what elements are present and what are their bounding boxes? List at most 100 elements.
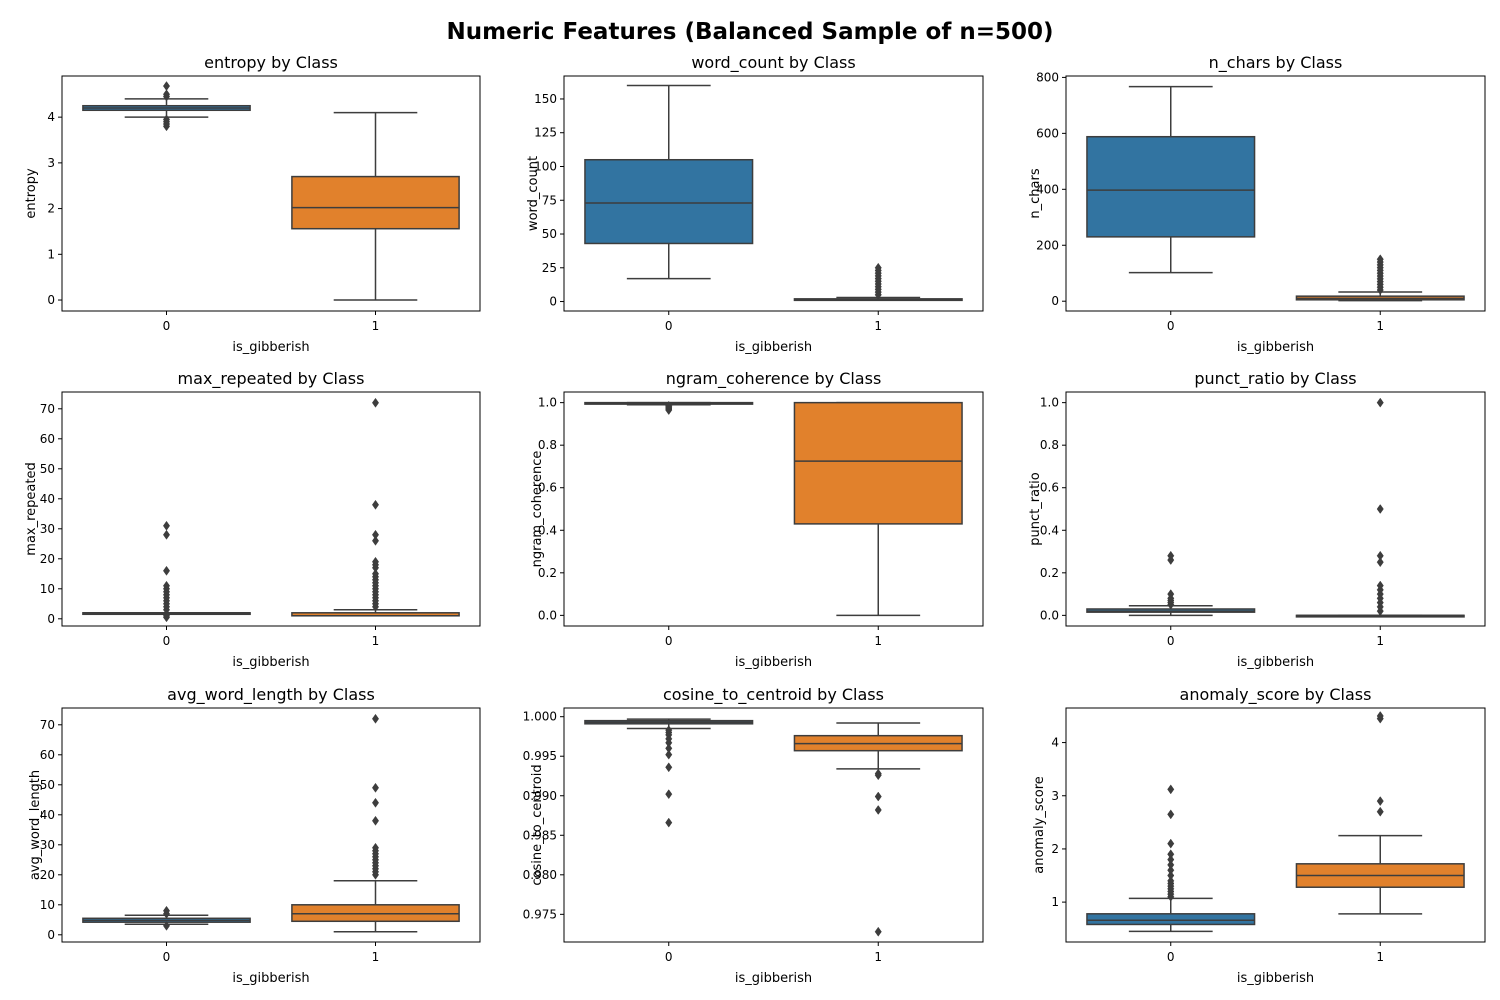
plot-frame [563,707,984,943]
outlier-point [665,762,673,773]
y-tick-label: 4 [1051,736,1059,750]
panel-cosine_to_centroid: cosine_to_centroid by Class 0.975 0.980 0.9… [523,685,984,986]
y-tick-label: 60 [40,748,55,762]
outlier-point [162,81,171,91]
y-tick-label: 3 [1051,789,1059,803]
y-tick-label: 0 [47,928,55,942]
y-tick-label: 50 [40,778,55,792]
outlier-point [371,797,380,808]
plot-frame [1065,707,1486,943]
outlier-point [371,529,380,540]
outlier-point [1376,550,1384,561]
outlier-point [874,926,882,937]
outlier-point [162,89,171,100]
outlier-point [1167,859,1175,870]
y-tick-label: 800 [1036,70,1059,84]
outlier-point [1167,849,1175,860]
panel-ngram_coherence: ngram_coherence by Class 0.0 0.2 0.4 0.6 0.8 1… [530,369,984,670]
y-tick-label: 40 [40,492,55,506]
box-class-1 [291,713,460,933]
outlier-point [162,520,171,531]
outlier-point [1376,711,1384,721]
y-tick-label: 2 [1051,842,1059,856]
panel-n_chars: n_chars by Class 0 200 400 600 800 0 1 is_gibber… [1028,53,1486,355]
outlier-point [665,749,673,760]
panel-title: cosine_to_centroid by Class [663,685,884,705]
y-tick-label: 75 [542,193,557,207]
y-tick-label: 0 [549,295,557,309]
outlier-point [371,397,380,408]
box-class-1 [1295,711,1465,915]
outlier-point [1167,854,1175,865]
panel-title: punct_ratio by Class [1194,369,1356,389]
y-tick-label: 150 [534,92,557,106]
x-tick-label: 0 [163,319,171,333]
y-tick-label: 0.975 [523,907,557,921]
box-class-1 [291,397,460,617]
plot-frame [61,75,481,312]
plot-frame [1065,391,1486,627]
box-class-0 [584,718,754,828]
y-axis-label: avg_word_length [28,770,43,880]
box-class-0 [584,84,754,280]
y-tick-label: 70 [40,718,55,732]
outlier-point [371,842,380,853]
x-tick-label: 1 [1376,950,1384,964]
y-axis-label: cosine_to_centroid [530,764,545,885]
y-tick-label: 40 [40,808,55,822]
x-axis-label: is_gibberish [232,340,309,355]
y-tick-label: 600 [1036,126,1059,140]
x-tick-label: 0 [1167,634,1175,648]
x-axis-label: is_gibberish [232,971,309,986]
x-tick-label: 1 [874,950,882,964]
plot-frame [563,391,984,627]
x-axis-label: is_gibberish [735,971,812,986]
y-tick-label: 0.4 [1040,523,1059,537]
panel-avg_word_length: avg_word_length by Class 0 10 20 30 40 50 60 70 0… [28,685,481,986]
panel-anomaly_score: anomaly_score by Class 1 2 3 4 0 1 is_gibberish… [1032,685,1486,986]
outlier-point [1376,397,1384,408]
outlier-point [371,556,380,567]
box-class-0 [82,520,251,623]
outlier-point [1167,809,1175,820]
outlier-point [1167,865,1175,876]
y-tick-label: 30 [40,838,55,852]
y-tick-label: 1.0 [1040,396,1059,410]
outlier-point [1167,784,1175,795]
outlier-point [874,791,882,802]
outlier-point [874,262,882,273]
outlier-point [1376,796,1384,806]
outlier-point [162,565,171,576]
y-tick-label: 25 [542,261,557,275]
box-class-0 [82,81,251,132]
y-tick-label: 0.990 [523,789,557,803]
figure-title: Numeric Features (Balanced Sample of n=5… [447,19,1054,45]
outlier-point [665,400,673,411]
x-tick-label: 0 [665,634,673,648]
x-axis-label: is_gibberish [232,655,309,670]
x-tick-label: 0 [163,950,171,964]
panel-title: max_repeated by Class [178,369,365,389]
y-tick-label: 0.8 [538,438,557,452]
y-tick-label: 0 [47,293,55,307]
plot-frame [1065,75,1486,312]
y-tick-label: 70 [40,402,55,416]
y-tick-label: 125 [534,126,557,140]
x-axis-label: is_gibberish [735,655,812,670]
x-tick-label: 1 [1376,319,1384,333]
outlier-point [371,815,380,826]
plot-frame [563,75,984,312]
outlier-point [371,535,380,546]
x-tick-label: 0 [1167,950,1175,964]
box-class-0 [1086,85,1256,274]
y-tick-label: 0.2 [1040,566,1059,580]
y-tick-label: 0.4 [538,523,557,537]
y-tick-label: 1.000 [523,710,557,724]
outlier-point [162,114,171,125]
x-axis-label: is_gibberish [735,340,812,355]
outlier-point [1167,838,1175,849]
x-tick-label: 0 [1167,319,1175,333]
y-axis-label: word_count [526,156,541,231]
panel-title: avg_word_length by Class [167,685,375,705]
y-tick-label: 0 [47,612,55,626]
